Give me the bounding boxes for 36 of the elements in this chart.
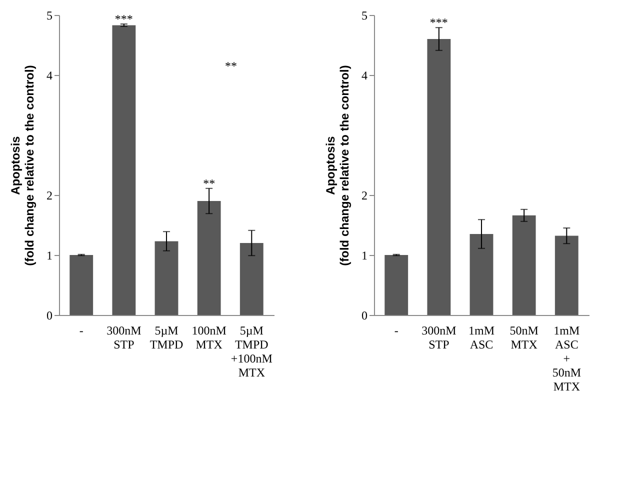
annotation: **	[225, 59, 237, 73]
x-tick-label: 300nM STP	[422, 324, 457, 352]
y-axis-title: Apoptosis (fold change relative to the control)	[324, 65, 352, 266]
annotation: ***	[114, 12, 133, 26]
x-tick-label: 5µM TMPD	[150, 324, 184, 352]
bar	[112, 25, 136, 315]
bar	[70, 255, 94, 315]
bar	[240, 243, 264, 315]
y-tick-label: 4	[46, 68, 52, 82]
x-tick-label: -	[79, 324, 84, 338]
bar	[554, 236, 578, 315]
bar	[427, 39, 451, 315]
y-tick-label: 1	[46, 248, 52, 262]
y-tick-label: 5	[362, 8, 368, 22]
x-tick-label: 5µM TMPD +100nM MTX	[230, 324, 273, 380]
y-tick-label: 2	[46, 188, 52, 202]
x-tick-label: 50nM MTX	[510, 324, 539, 352]
x-tick-label: -	[394, 324, 398, 338]
bar	[197, 201, 221, 315]
bar	[512, 215, 536, 315]
bar	[470, 234, 494, 315]
y-tick-label: 0	[46, 308, 52, 322]
annotation: **	[203, 176, 216, 190]
x-tick-label: 1mM ASC + 50nM MTX	[552, 324, 582, 394]
y-tick-label: 2	[362, 188, 368, 202]
y-tick-label: 0	[362, 308, 368, 322]
annotation: ***	[430, 16, 448, 30]
y-tick-label: 4	[362, 68, 368, 82]
x-tick-label: 300nM STP	[106, 324, 142, 352]
y-tick-label: 5	[46, 8, 52, 22]
x-tick-label: 1mM ASC	[468, 324, 495, 352]
y-axis-title: Apoptosis (fold change relative to the control)	[8, 65, 36, 266]
bar	[154, 241, 178, 315]
bar	[384, 255, 408, 315]
x-tick-label: 100nM MTX	[192, 324, 227, 352]
y-tick-label: 1	[362, 248, 368, 262]
